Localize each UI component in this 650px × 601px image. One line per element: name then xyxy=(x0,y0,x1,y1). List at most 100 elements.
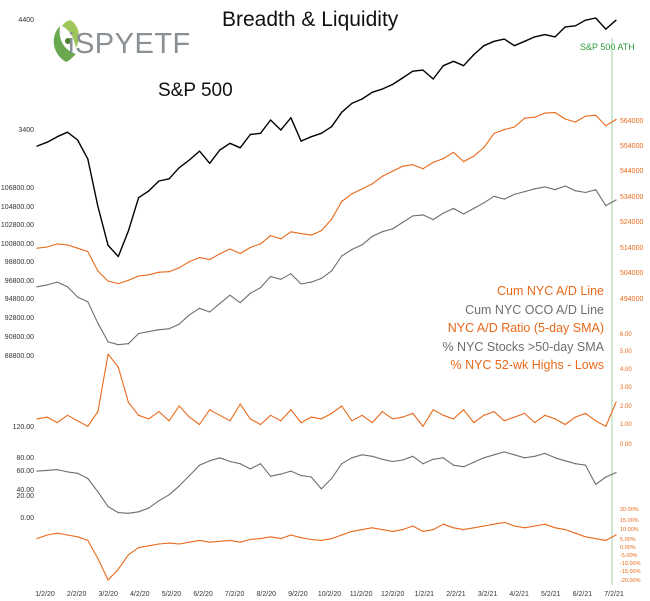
sp500-line-point xyxy=(36,145,38,147)
ad-ratio-line-point xyxy=(209,409,211,411)
ad-ratio-line-point xyxy=(46,416,48,418)
highs-lows-line-point xyxy=(219,540,221,542)
sp500-line-point xyxy=(249,133,251,136)
sp500-line-point xyxy=(422,69,424,71)
ad-ratio-line-point xyxy=(219,414,221,416)
cum-oco-ad-line-point xyxy=(259,287,262,289)
cum-oco-ad-line-point xyxy=(77,296,79,298)
ad-ratio-line-point xyxy=(259,423,262,426)
highs-lows-line-point xyxy=(544,523,546,525)
sp500-line-point xyxy=(188,159,190,161)
sp500-line-point xyxy=(503,38,505,40)
hl-axis-tick-label: 5.00% xyxy=(620,537,636,543)
ad-ratio-line-point xyxy=(320,418,322,420)
pct-50sma-line-point xyxy=(463,466,465,468)
legend-item-cum-ad: Cum NYC A/D Line xyxy=(497,284,604,298)
ad-ratio-line-point xyxy=(239,403,241,405)
cum-oco-ad-line-point xyxy=(493,195,495,197)
ad-ratio-line-point xyxy=(158,411,160,413)
pct50-axis-tick-label: 80.00 xyxy=(16,455,34,462)
highs-lows-line-point xyxy=(87,539,89,542)
ad-ratio-line-point xyxy=(584,412,587,414)
highs-lows-line-point xyxy=(584,536,587,538)
cum-oco-ad-line-point xyxy=(432,219,434,221)
ratio-right-axis-tick-label: 3.00 xyxy=(620,385,632,391)
cum-ad-line-point xyxy=(452,151,455,153)
pct-50sma-line-point xyxy=(513,454,516,456)
sp500-line-point xyxy=(483,45,485,47)
pct-50sma-line-point xyxy=(158,500,160,502)
legend-item-ad-ratio: NYC A/D Ratio (5-day SMA) xyxy=(447,321,604,335)
ratio-left-axis-tick-label: 120.00 xyxy=(13,424,35,431)
highs-lows-line-point xyxy=(158,543,160,545)
pct-50sma-line-point xyxy=(229,460,231,463)
highs-lows-line-point xyxy=(432,529,434,531)
pct-50sma-line-point xyxy=(615,472,617,474)
ad-ratio-line-point xyxy=(331,412,333,414)
highs-lows-line-point xyxy=(36,538,38,540)
cum-ad-line-point xyxy=(178,267,180,269)
x-tick-label: 1/2/20 xyxy=(35,591,55,598)
cum-oco-ad-line-point xyxy=(473,207,475,209)
highs-lows-line-point xyxy=(524,527,526,529)
ad-ratio-line-point xyxy=(229,420,231,422)
pct-50sma-line-point xyxy=(87,477,89,480)
cum-oco-ad-line-point xyxy=(198,307,201,309)
hl-axis-tick-label: -10.00% xyxy=(620,561,641,567)
cum-ad-line-point xyxy=(463,161,465,163)
pct-50sma-line-point xyxy=(36,470,38,472)
ad-ratio-line-point xyxy=(117,366,119,368)
x-tick-label: 11/2/20 xyxy=(350,591,373,598)
ad-ratio-line-point xyxy=(605,425,607,427)
cum-ad-line-point xyxy=(280,238,282,240)
x-tick-label: 4/2/20 xyxy=(130,591,150,598)
cum-ad-line-point xyxy=(574,121,577,123)
highs-lows-line-point xyxy=(138,547,140,549)
oco-axis-tick-label: 102800.00 xyxy=(1,222,34,229)
oco-axis-tick-label: 96800.00 xyxy=(5,278,34,285)
pct-50sma-line-point xyxy=(97,491,99,493)
sp500-line-point xyxy=(513,45,516,47)
sp500-line-point xyxy=(402,77,404,79)
x-tick-label: 3/2/20 xyxy=(98,591,118,598)
highs-lows-line-point xyxy=(320,539,322,542)
pct-50sma-line-point xyxy=(290,470,292,472)
sp500-line-point xyxy=(463,65,465,67)
highs-lows-line-point xyxy=(117,568,119,570)
brand-logo: iSPYETF xyxy=(48,14,190,66)
ad-ratio-line-point xyxy=(138,414,140,416)
pct-50sma-line-point xyxy=(138,511,140,513)
highs-lows-line-point xyxy=(564,529,566,531)
cum-oco-ad-line-point xyxy=(66,286,69,288)
cum-oco-ad-line-point xyxy=(331,270,333,272)
ratio-right-axis-tick-label: 6.00 xyxy=(620,332,632,338)
ad-ratio-line-point xyxy=(168,420,170,422)
highs-lows-line-point xyxy=(595,538,597,540)
sp500-line-point xyxy=(310,136,312,138)
oco-axis-tick-label: 92800.00 xyxy=(5,315,34,322)
cum-ad-line-point xyxy=(188,261,190,263)
highs-lows-line-point xyxy=(452,527,455,529)
highs-lows-line-point xyxy=(341,534,343,536)
x-tick-label: 2/2/21 xyxy=(446,591,466,598)
ad-ratio-line-point xyxy=(87,425,89,427)
pct-50sma-line-point xyxy=(361,454,363,456)
cum-ad-line-point xyxy=(351,193,353,195)
sp500-line-point xyxy=(229,142,231,144)
cum-oco-ad-line-point xyxy=(56,281,58,283)
ad-axis-tick-label: 534000 xyxy=(620,194,643,201)
cum-oco-ad-line-point xyxy=(595,189,597,191)
pct-50sma-line-point xyxy=(219,457,221,459)
sp500-line-point xyxy=(473,54,475,56)
pct-50sma-line-point xyxy=(148,507,150,509)
pct-50sma-line xyxy=(36,451,617,514)
highs-lows-line-point xyxy=(270,536,272,538)
highs-lows-line-point xyxy=(198,539,201,542)
cum-oco-ad-line-point xyxy=(158,329,160,331)
ad-ratio-line-point xyxy=(402,416,404,418)
pct-50sma-line-point xyxy=(320,488,322,490)
ad-ratio-line-point xyxy=(432,409,434,411)
cum-ad-line-point xyxy=(127,279,129,281)
ad-ratio-line-point xyxy=(391,418,394,420)
